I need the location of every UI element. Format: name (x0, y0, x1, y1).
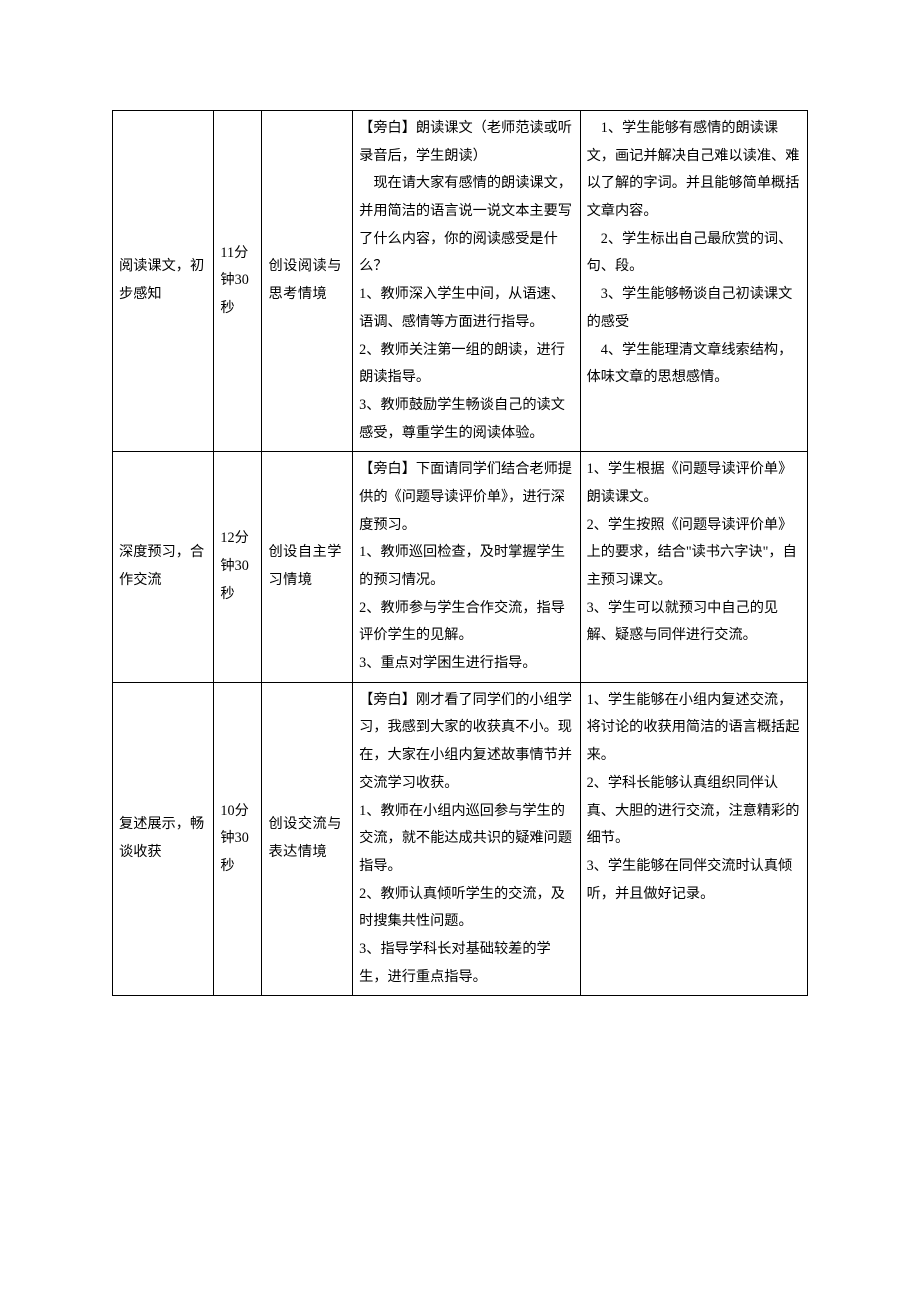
table-row: 深度预习，合作交流 12分钟30秒 创设自主学习情境 【旁白】下面请同学们结合老… (113, 452, 808, 683)
cell-time: 12分钟30秒 (214, 452, 262, 683)
cell-stage: 阅读课文，初步感知 (113, 111, 214, 452)
cell-teacher: 【旁白】下面请同学们结合老师提供的《问题导读评价单》，进行深度预习。1、教师巡回… (353, 452, 580, 683)
cell-teacher: 【旁白】朗读课文（老师范读或听录音后，学生朗读） 现在请大家有感情的朗读课文，并… (353, 111, 580, 452)
cell-student: 1、学生根据《问题导读评价单》朗读课文。2、学生按照《问题导读评价单》上的要求，… (580, 452, 807, 683)
cell-stage: 复述展示，畅谈收获 (113, 682, 214, 996)
table-row: 复述展示，畅谈收获 10分钟30秒 创设交流与表达情境 【旁白】刚才看了同学们的… (113, 682, 808, 996)
lesson-plan-table: 阅读课文，初步感知 11分钟30秒 创设阅读与思考情境 【旁白】朗读课文（老师范… (112, 110, 808, 996)
page: 阅读课文，初步感知 11分钟30秒 创设阅读与思考情境 【旁白】朗读课文（老师范… (0, 0, 920, 996)
cell-teacher: 【旁白】刚才看了同学们的小组学习，我感到大家的收获真不小。现在，大家在小组内复述… (353, 682, 580, 996)
cell-context: 创设交流与表达情境 (262, 682, 353, 996)
cell-student: 1、学生能够有感情的朗读课文，画记并解决自己难以读准、难以了解的字词。并且能够简… (580, 111, 807, 452)
cell-context: 创设自主学习情境 (262, 452, 353, 683)
cell-stage: 深度预习，合作交流 (113, 452, 214, 683)
cell-context: 创设阅读与思考情境 (262, 111, 353, 452)
table-body: 阅读课文，初步感知 11分钟30秒 创设阅读与思考情境 【旁白】朗读课文（老师范… (113, 111, 808, 996)
cell-time: 10分钟30秒 (214, 682, 262, 996)
cell-student: 1、学生能够在小组内复述交流，将讨论的收获用简洁的语言概括起来。2、学科长能够认… (580, 682, 807, 996)
cell-time: 11分钟30秒 (214, 111, 262, 452)
table-row: 阅读课文，初步感知 11分钟30秒 创设阅读与思考情境 【旁白】朗读课文（老师范… (113, 111, 808, 452)
